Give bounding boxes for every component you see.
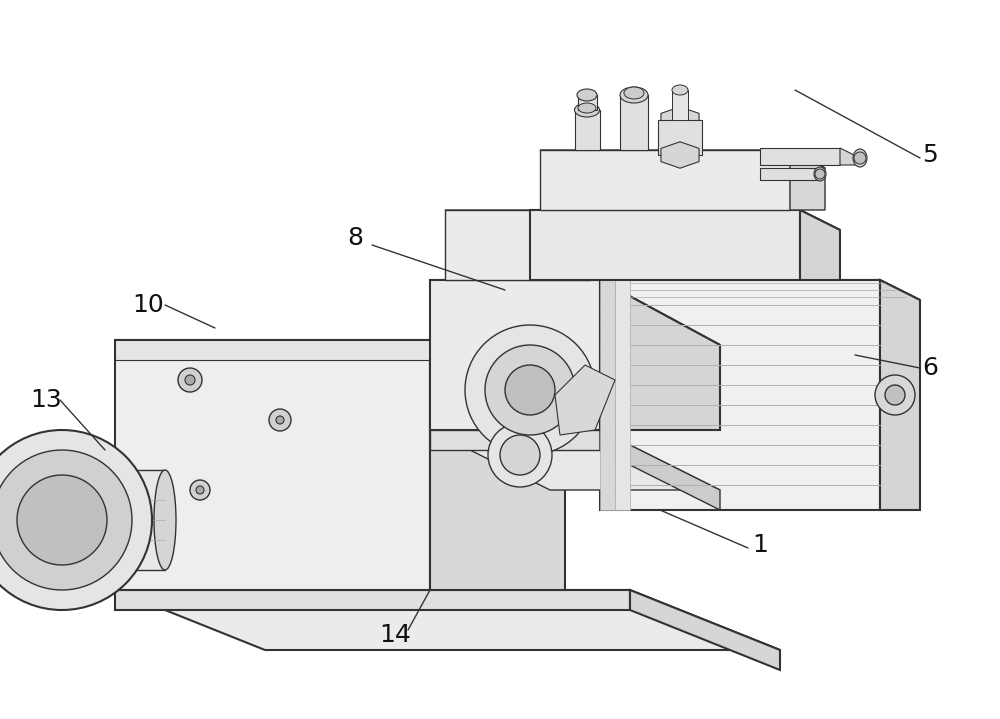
Circle shape	[885, 385, 905, 405]
Text: 1: 1	[752, 533, 768, 557]
Circle shape	[815, 169, 825, 179]
Polygon shape	[630, 590, 780, 670]
Polygon shape	[115, 590, 630, 610]
Polygon shape	[578, 95, 597, 110]
Text: 13: 13	[30, 388, 62, 412]
Polygon shape	[555, 365, 615, 435]
Ellipse shape	[577, 89, 597, 101]
Ellipse shape	[672, 85, 688, 95]
Polygon shape	[540, 150, 790, 210]
Ellipse shape	[154, 470, 176, 570]
Text: 5: 5	[922, 143, 938, 167]
Polygon shape	[790, 150, 825, 210]
Polygon shape	[620, 95, 648, 150]
Polygon shape	[600, 280, 920, 300]
Circle shape	[875, 375, 915, 415]
Circle shape	[276, 416, 284, 424]
Polygon shape	[530, 210, 840, 230]
Circle shape	[465, 325, 595, 455]
Polygon shape	[445, 210, 590, 280]
Polygon shape	[540, 150, 825, 168]
Ellipse shape	[620, 87, 648, 103]
Ellipse shape	[574, 103, 600, 117]
Polygon shape	[600, 280, 615, 510]
Polygon shape	[115, 340, 430, 590]
Polygon shape	[430, 430, 720, 490]
Circle shape	[488, 423, 552, 487]
Circle shape	[505, 365, 555, 415]
Polygon shape	[880, 280, 920, 510]
Polygon shape	[672, 90, 688, 120]
Polygon shape	[661, 142, 699, 168]
Ellipse shape	[814, 167, 826, 181]
Polygon shape	[760, 148, 840, 165]
Polygon shape	[658, 120, 702, 155]
Polygon shape	[530, 210, 800, 280]
Polygon shape	[430, 340, 565, 590]
Polygon shape	[760, 168, 820, 180]
Ellipse shape	[578, 103, 596, 113]
Ellipse shape	[853, 149, 867, 167]
Circle shape	[178, 368, 202, 392]
Circle shape	[485, 345, 575, 435]
Polygon shape	[430, 430, 600, 450]
Polygon shape	[115, 340, 565, 415]
Polygon shape	[661, 107, 699, 133]
Text: 6: 6	[922, 356, 938, 380]
Polygon shape	[615, 280, 630, 510]
Polygon shape	[115, 590, 780, 650]
Polygon shape	[60, 470, 165, 570]
Text: 14: 14	[379, 623, 411, 647]
Ellipse shape	[0, 450, 132, 590]
Polygon shape	[840, 148, 860, 165]
Circle shape	[854, 152, 866, 164]
Polygon shape	[590, 210, 700, 280]
Polygon shape	[800, 210, 840, 280]
Polygon shape	[430, 280, 720, 345]
Circle shape	[196, 486, 204, 494]
Polygon shape	[600, 430, 720, 510]
Circle shape	[269, 409, 291, 431]
Polygon shape	[600, 280, 720, 430]
Text: 8: 8	[347, 226, 363, 250]
Text: 10: 10	[132, 293, 164, 317]
Polygon shape	[115, 340, 430, 360]
Polygon shape	[430, 280, 600, 430]
Circle shape	[185, 375, 195, 385]
Ellipse shape	[624, 87, 644, 99]
Polygon shape	[575, 110, 600, 150]
Circle shape	[190, 480, 210, 500]
Circle shape	[500, 435, 540, 475]
Ellipse shape	[17, 475, 107, 565]
Ellipse shape	[0, 430, 152, 610]
Polygon shape	[430, 340, 565, 435]
Polygon shape	[445, 210, 700, 265]
Polygon shape	[600, 280, 880, 510]
